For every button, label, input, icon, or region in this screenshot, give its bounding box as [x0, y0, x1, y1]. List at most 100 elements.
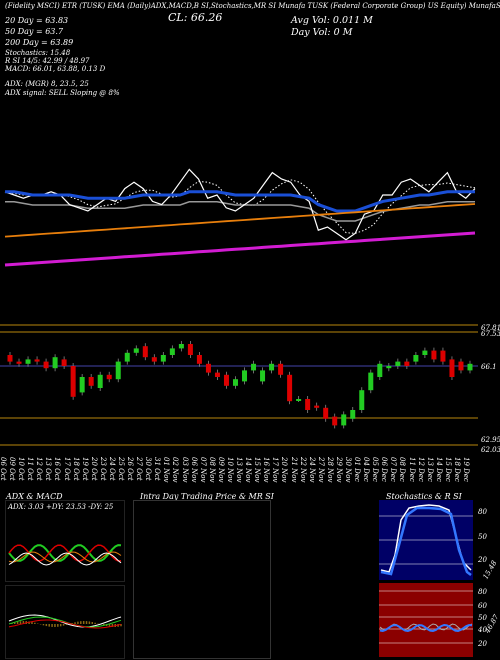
candlestick-chart [0, 324, 478, 446]
date-label: 29 Nov [334, 457, 343, 483]
close-price-label: CL: 66.26 [168, 11, 223, 24]
candle-body [142, 346, 148, 358]
candle-body [314, 405, 320, 408]
candle-body [467, 363, 473, 371]
stoch-axis-label: 80 [478, 508, 487, 516]
rsi-axis-label: 20 [478, 640, 487, 648]
candle-body [160, 355, 166, 362]
date-label: 08 Dec [398, 457, 407, 482]
date-label: 09 Nov [216, 457, 225, 483]
candle-body [413, 355, 419, 362]
date-label: 18 Dec [452, 457, 461, 482]
candle-body [115, 361, 121, 380]
date-label: 02 Nov [171, 457, 180, 483]
stochastics-title: Stochastics & R SI [386, 492, 462, 501]
date-label: 07 Nov [198, 457, 207, 483]
candle-body [79, 377, 85, 393]
candle-body [178, 344, 184, 349]
candle-body [106, 374, 112, 380]
date-label: 13 Nov [235, 457, 244, 483]
date-label: 23 Oct [98, 457, 107, 481]
price-line [4, 168, 476, 241]
candle-body [386, 366, 392, 369]
price-axis-label: 62.95 [481, 436, 500, 444]
candle-body [422, 350, 428, 355]
ema-20-line [5, 190, 475, 213]
stoch-axis-label: 20 [478, 556, 487, 564]
date-label: 14 Dec [434, 457, 443, 482]
ema-magenta-line [4, 231, 476, 267]
candle-body [296, 399, 302, 401]
date-label: 30 Nov [343, 457, 352, 483]
adx-values: ADX: 3.03 +DY: 23.53 -DY: 25 [8, 503, 114, 511]
date-label: 30 Oct [144, 457, 153, 481]
date-label: 22 Nov [298, 457, 307, 483]
date-label: 12 Dec [416, 457, 425, 482]
date-label: 12 Oct [35, 457, 44, 481]
date-label: 24 Nov [307, 457, 316, 483]
candle-body [25, 359, 31, 364]
date-label: 26 Oct [126, 457, 135, 481]
date-label: 11 Oct [26, 457, 35, 481]
price-axis-label: 66.1 [481, 363, 497, 371]
stochastics-d-line [380, 506, 472, 576]
candle-body [205, 363, 211, 373]
candle-body [404, 361, 410, 366]
date-label: 10 Nov [225, 457, 234, 483]
day-volume-label: Day Vol: 0 M [291, 27, 353, 38]
date-label: 03 Nov [180, 457, 189, 483]
candle-body [43, 361, 49, 369]
macd-label: MACD: 66.01, 63.88, 0.13 D [5, 65, 106, 73]
date-label: 01 Dec [353, 457, 362, 482]
candle-body [368, 372, 374, 391]
candle-body [196, 355, 202, 364]
date-label: 28 Nov [325, 457, 334, 483]
candle-body [232, 379, 238, 386]
candle-body [16, 361, 22, 364]
rsi-label: R SI 14/5: 42.99 / 48.97 [5, 57, 90, 65]
price-axis-label: 62.03 [481, 446, 500, 454]
candle-body [350, 410, 356, 419]
date-label: 14 Nov [244, 457, 253, 483]
date-label: 17 Oct [62, 457, 71, 481]
candle-body [187, 344, 193, 355]
rsi-axis-label: 40 [478, 626, 487, 634]
candle-body [97, 374, 103, 388]
ema50-label: 50 Day = 63.7 [5, 27, 64, 36]
candle-body [214, 372, 220, 377]
candle-body [260, 370, 266, 382]
ema-200-line [4, 203, 476, 238]
candle-body [449, 359, 455, 377]
avg-volume-label: Avg Vol: 0.011 M [291, 15, 373, 26]
candle-body [88, 377, 94, 386]
candle-body [251, 363, 257, 371]
adx-plus-line [8, 544, 122, 562]
date-label: 01 Nov [162, 457, 171, 483]
date-label: 04 Dec [362, 457, 371, 482]
candle-body [70, 366, 76, 397]
rsi-panel [379, 583, 473, 657]
date-label: 06 Nov [189, 457, 198, 483]
candle-body [440, 350, 446, 362]
date-label: 11 Dec [407, 457, 416, 482]
candle-body [278, 363, 284, 375]
candle-body [359, 390, 365, 410]
rsi-axis-label: 50 [478, 614, 487, 622]
ema-price-chart [4, 168, 476, 267]
date-label: 25 Oct [117, 457, 126, 481]
date-label: 09 Oct [8, 457, 17, 481]
candle-body [395, 361, 401, 366]
adx-label: ADX: (MGR) 8, 23.5, 25 [5, 80, 89, 88]
candle-body [242, 370, 248, 382]
adx-line-white [8, 552, 122, 566]
date-label: 20 Oct [89, 457, 98, 481]
candle-body [332, 416, 338, 426]
candle-body [377, 363, 383, 377]
adx-macd-title: ADX & MACD [6, 492, 63, 501]
date-label: 27 Nov [316, 457, 325, 483]
stochastics-panel [379, 500, 473, 580]
adx-panel: ADX: 3.03 +DY: 23.53 -DY: 25 [5, 500, 125, 582]
candle-body [305, 399, 311, 410]
adx-signal-label: ADX signal: SELL Sloping @ 8% [5, 89, 120, 97]
date-label: 06 Dec [380, 457, 389, 482]
